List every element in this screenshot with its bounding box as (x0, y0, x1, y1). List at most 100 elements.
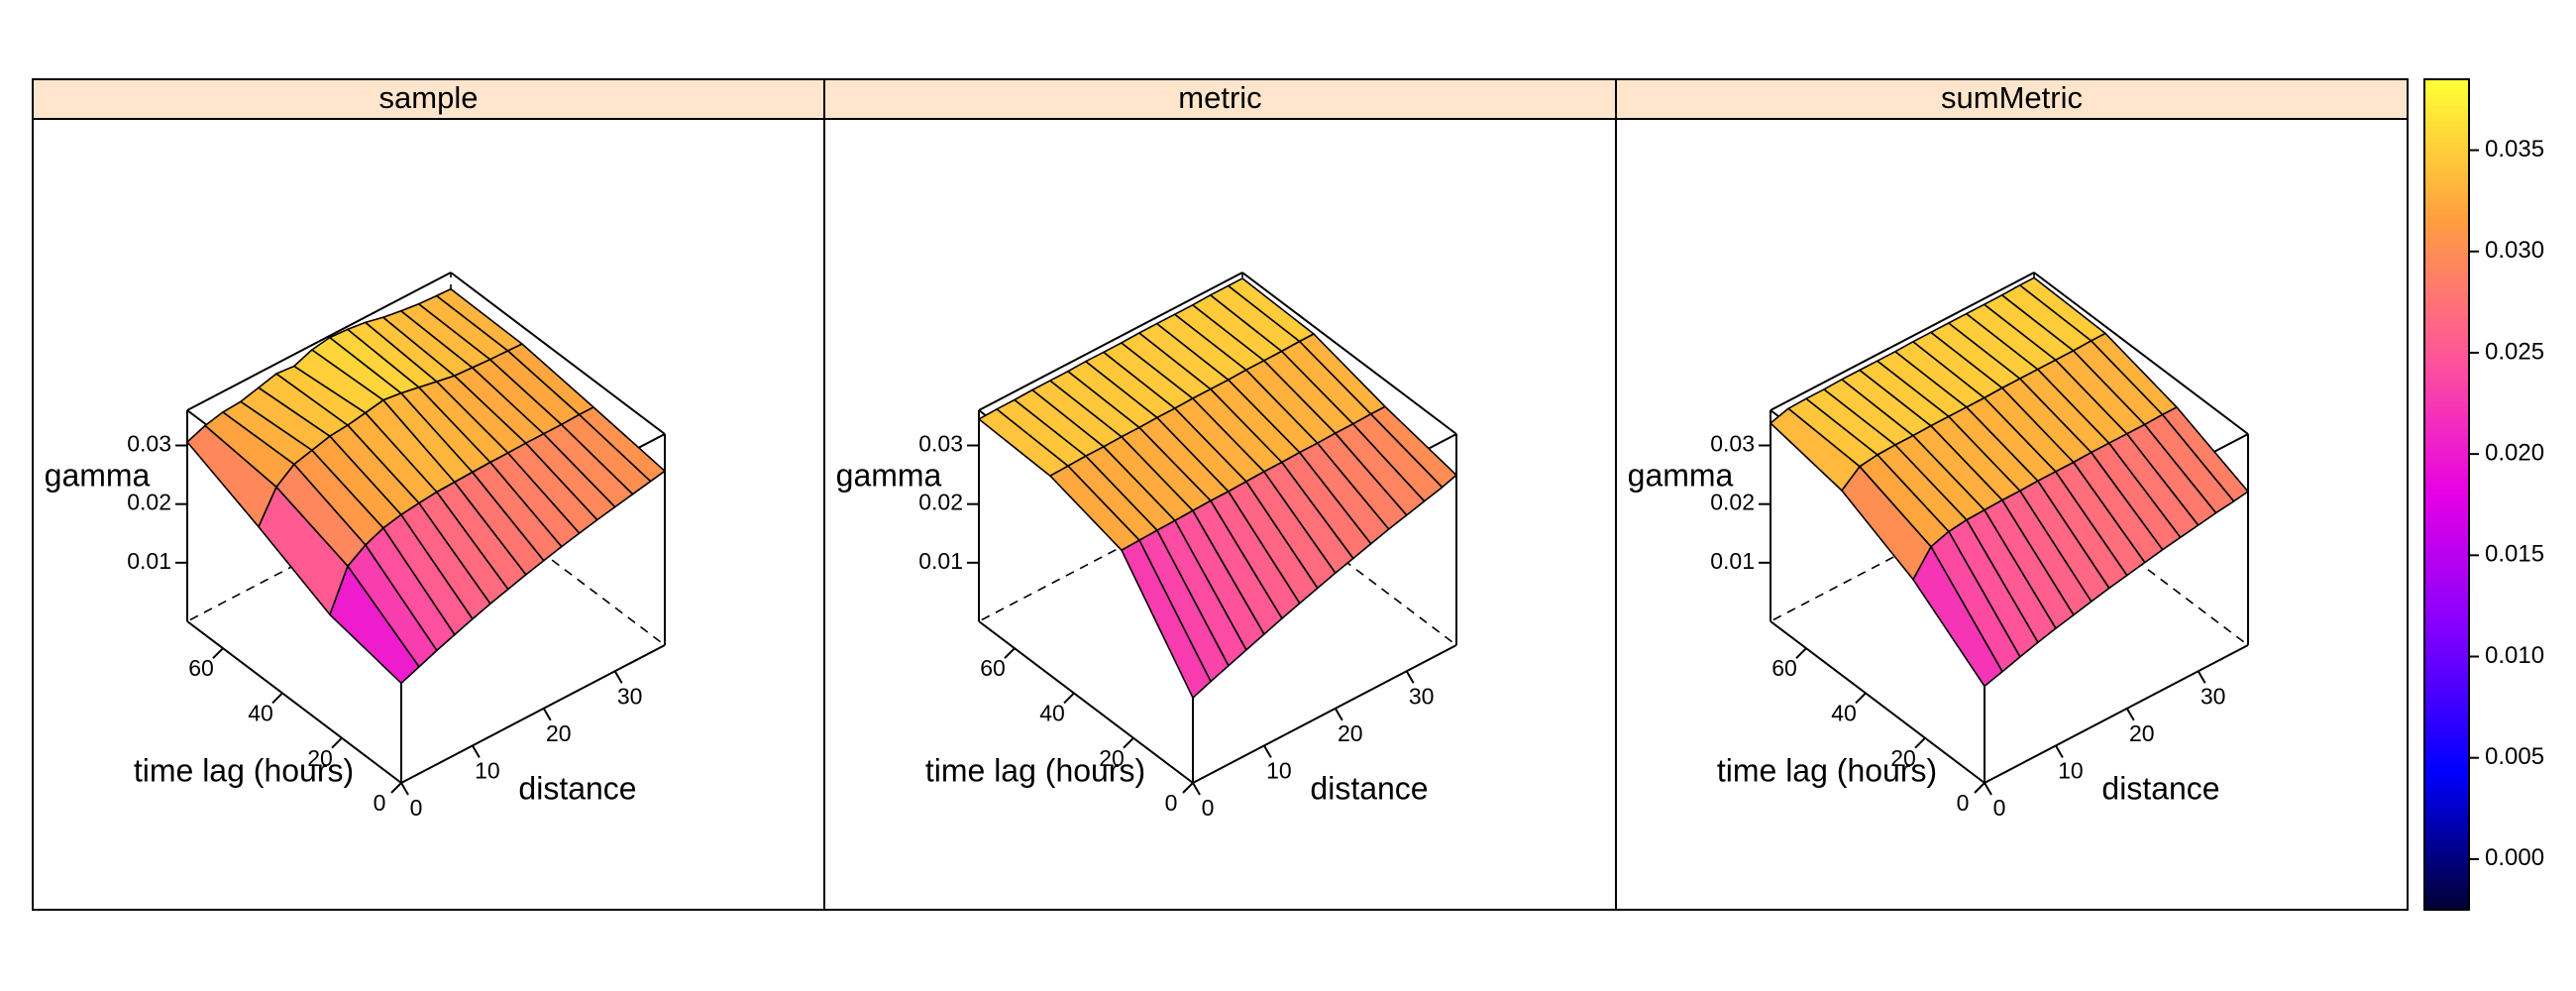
colorkey-band (2424, 395, 2469, 402)
box-edge (1770, 272, 2035, 411)
colorkey-band (2424, 899, 2469, 906)
colorkey-band (2424, 681, 2469, 688)
colorkey-band (2424, 177, 2469, 184)
colorkey-band (2424, 147, 2469, 153)
colorkey-band (2424, 692, 2469, 698)
surface-facet (1912, 545, 2003, 688)
panel-border (1615, 78, 2409, 911)
colorkey-band (2424, 583, 2469, 589)
colorkey-band (2424, 551, 2469, 558)
colorkey-band (2424, 421, 2469, 428)
colorkey-band (2424, 405, 2469, 412)
x-tick (2197, 670, 2206, 684)
colorkey-band (2424, 115, 2469, 122)
colorkey-band (2424, 894, 2469, 901)
colorkey-band (2424, 312, 2469, 319)
colorkey-band (2424, 593, 2469, 600)
y-tick-label: 20 (1890, 745, 1916, 771)
colorkey-band (2424, 193, 2469, 200)
colorkey-band (2424, 187, 2469, 194)
colorkey-band (2424, 400, 2469, 407)
colorkey-band (2424, 416, 2469, 423)
colorkey-band (2424, 660, 2469, 667)
colorkey-band (2424, 458, 2469, 465)
colorkey-band (2424, 801, 2469, 807)
colorkey-band (2424, 878, 2469, 885)
y-tick (271, 692, 283, 705)
colorkey-band (2424, 162, 2469, 168)
colorkey-band (2424, 198, 2469, 205)
colorkey-band (2424, 333, 2469, 340)
x-tick (2125, 708, 2135, 721)
colorkey-band (2424, 229, 2469, 236)
y-tick (390, 782, 402, 794)
colorkey-band (2424, 831, 2469, 838)
surface-facet (1121, 539, 1212, 700)
colorkey-band (2424, 479, 2469, 486)
x-tick (1192, 782, 1201, 796)
colorkey-band (2424, 774, 2469, 781)
colorkey-band (2424, 495, 2469, 500)
colorkey-band (2424, 769, 2469, 776)
colorkey-band (2424, 157, 2469, 164)
panel-sample: sample 0.01 0.02 0.03 0 10 20 30 0 20 40 60 gamma tim… (32, 78, 825, 911)
colorkey-band (2424, 541, 2469, 547)
colorkey-band (2424, 317, 2469, 324)
z-tick-label: 0.01 (127, 548, 171, 574)
panel-sumMetric: sumMetric 0.01 0.02 0.03 0 10 20 30 0 20 40 60 gamma… (1615, 78, 2409, 911)
colorkey-band (2424, 546, 2469, 553)
colorkey-band (2424, 474, 2469, 480)
colorkey-tick-label: 0.035 (2485, 136, 2544, 163)
z-tick-label: 0.02 (1710, 490, 1755, 515)
y-tick-label: 0 (374, 790, 386, 816)
colorkey-band (2424, 644, 2469, 651)
colorkey-band (2424, 525, 2469, 532)
hidden-box-edge (450, 483, 666, 646)
y-tick-label: 0 (1165, 790, 1178, 816)
colorkey-band (2424, 836, 2469, 843)
colorkey-band (2424, 375, 2469, 382)
colorkey-band (2424, 753, 2469, 760)
x-tick (542, 708, 552, 721)
colorkey-band (2424, 291, 2469, 298)
y-tick-label: 60 (980, 655, 1006, 681)
y-tick-label: 40 (1831, 701, 1857, 726)
colorkey-tick-label: 0.000 (2485, 844, 2544, 871)
colorkey-band (2424, 588, 2469, 595)
colorkey-band (2424, 390, 2469, 397)
colorkey-band (2424, 795, 2469, 802)
z-axis-label: gamma (45, 457, 151, 493)
colorkey-band (2424, 365, 2469, 371)
colorkey-band (2424, 697, 2469, 704)
colorkey-band (2424, 868, 2469, 874)
colorkey-band (2424, 349, 2469, 356)
y-tick (1974, 782, 1986, 794)
x-tick (613, 670, 623, 684)
colorkey-band (2424, 717, 2469, 724)
z-tick-label: 0.01 (918, 548, 963, 574)
strip-background (824, 79, 1616, 119)
z-axis-label: gamma (1628, 457, 1734, 493)
colorkey-band (2424, 509, 2469, 516)
colorkey-band (2424, 603, 2469, 609)
y-tick-label: 60 (1771, 655, 1797, 681)
colorkey-band (2424, 686, 2469, 693)
colorkey-band (2424, 889, 2469, 895)
y-tick-label: 40 (248, 701, 273, 726)
y-tick-label: 20 (307, 745, 333, 771)
y-axis-label: time lag (hours) (925, 752, 1145, 788)
y-tick (1063, 692, 1075, 705)
colorkey-band (2424, 432, 2469, 438)
colorkey-band (2424, 437, 2469, 444)
hidden-box-edge (1241, 483, 1457, 646)
colorkey-band (2424, 811, 2469, 818)
colorkey-tick-label: 0.015 (2485, 541, 2544, 568)
colorkey-band (2424, 567, 2469, 574)
colorkey-band (2424, 816, 2469, 823)
y-tick-label: 0 (1957, 790, 1970, 816)
colorkey-band (2424, 240, 2469, 247)
colorkey-band (2424, 271, 2469, 277)
colorkey-band (2424, 759, 2469, 765)
x-tick-label: 0 (410, 795, 423, 821)
